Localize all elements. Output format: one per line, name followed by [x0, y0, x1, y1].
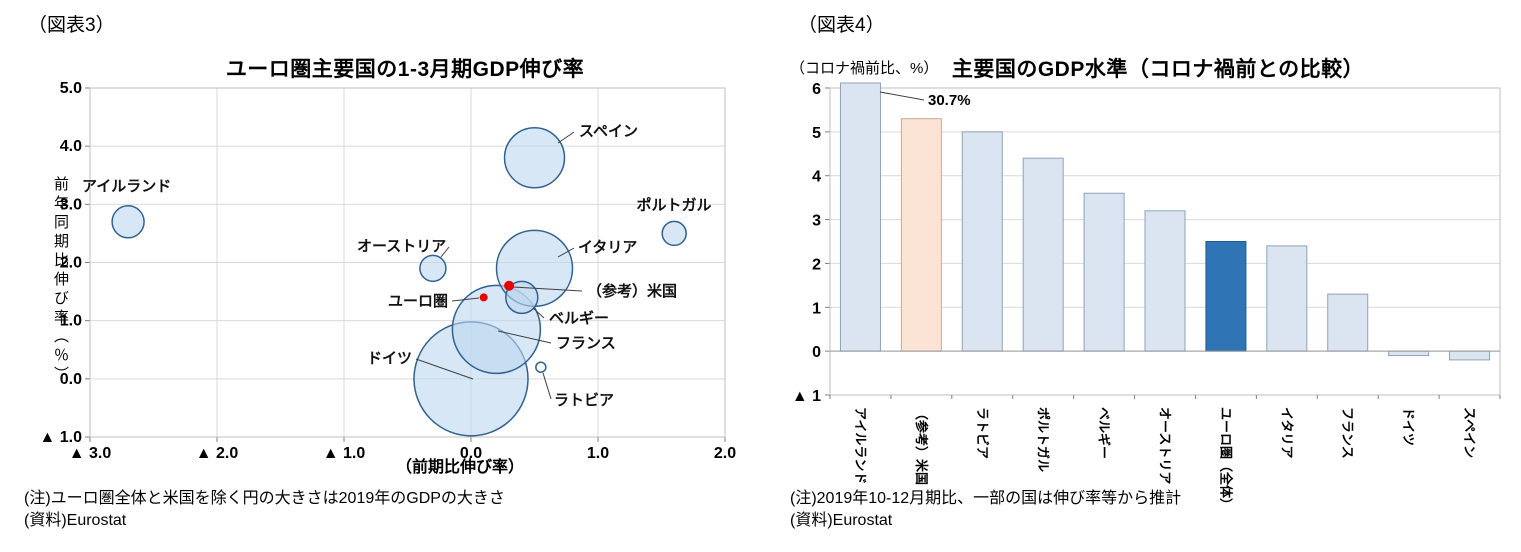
bar-category-label: オーストリア: [1158, 407, 1173, 484]
figure-4-note: (注)2019年10-12月期比、一部の国は伸び率等から推計: [790, 490, 1182, 507]
country-bubble: [505, 280, 539, 315]
y-tick-label: ▲ 1.0: [39, 429, 82, 446]
y-tick-label: 1.0: [60, 313, 82, 330]
point-label: ドイツ: [367, 350, 412, 367]
leader-line: [440, 246, 450, 258]
x-tick-label: 0.0: [460, 445, 482, 462]
figure-3-source: (資料)Eurostat: [24, 512, 127, 529]
figure-3-note: (注)ユーロ圏全体と米国を除く円の大きさは2019年のGDPの大きさ: [24, 490, 505, 507]
bar-category-label: ドイツ: [1401, 407, 1416, 446]
reference-dot: [479, 293, 488, 302]
y-tick-label: 2: [812, 256, 821, 273]
country-open-circle: [535, 361, 547, 373]
y-tick-label: 5.0: [60, 80, 82, 97]
bar-category-label: ベルギー: [1097, 407, 1112, 459]
leader-line: [532, 307, 545, 319]
leader-line: [557, 247, 575, 258]
y-tick-label: 4.0: [60, 138, 82, 155]
figure-4-source: (資料)Eurostat: [790, 512, 893, 529]
country-bubble: [503, 127, 566, 189]
reference-dot: [504, 280, 515, 291]
x-tick-label: ▲ 1.0: [323, 445, 366, 462]
y-tick-label: 3: [812, 213, 821, 230]
bar: [961, 131, 1003, 352]
bar: [1083, 192, 1125, 352]
y-tick-label: ▲ 1: [792, 388, 821, 405]
bar: [1388, 350, 1430, 357]
bar: [1449, 350, 1491, 361]
y-tick-label: 6: [812, 81, 821, 98]
bar-category-label: ユーロ圏（全体）: [1218, 407, 1233, 511]
point-label: スペイン: [579, 123, 638, 140]
y-tick-label: 4: [812, 169, 821, 186]
bar: [1144, 210, 1186, 352]
point-label: フランス: [556, 335, 616, 352]
point-label: ユーロ圏: [388, 293, 448, 310]
euro-gdp-bubble-chart: ▲ 3.0 ▲ 2.0 ▲ 1.0 0.0 1.0 2.0 5.0 4.0 3.0 2.0 1.0 0…: [39, 80, 736, 476]
gdp-level-bar-chart: 6 5 4 3 2 1 0 ▲ 1 アイルランド （参考）米国 ラトビア ポルトガル ベルギー オーストリ…: [792, 81, 1501, 511]
plot-border: [829, 87, 1501, 396]
bar: [1022, 157, 1064, 352]
bar: [900, 118, 942, 352]
bar-category-label: （参考）米国: [914, 407, 929, 485]
point-label: イタリア: [578, 239, 637, 256]
y-tick-label: 0.0: [60, 371, 82, 388]
x-axis-title: （前期比伸び率）: [396, 457, 524, 476]
x-tick-label: ▲ 3.0: [69, 445, 112, 462]
figure-4-title: 主要国のGDP水準（コロナ禍前との比較）: [951, 58, 1365, 81]
bar-category-label: ポルトガル: [1036, 407, 1051, 472]
figure-4: （図表4） （コロナ禍前比、%） 主要国のGDP水準（コロナ禍前との比較） 6 5…: [788, 8, 1521, 544]
country-bubble: [419, 254, 447, 283]
leader-line: [512, 286, 583, 292]
bar-category-label: スペイン: [1462, 407, 1477, 458]
point-label: ベルギー: [549, 309, 609, 327]
bar: [1266, 245, 1308, 352]
bar-category-label: アイルランド: [853, 407, 868, 484]
bar-category-label: イタリア: [1279, 407, 1294, 458]
leader-line: [415, 358, 474, 380]
fig4-y-axis-unit-label: （コロナ禍前比、%）: [790, 60, 939, 77]
point-label: ポルトガル: [636, 196, 711, 214]
leader-line: [451, 297, 480, 302]
figure-4-tag: （図表4）: [798, 15, 885, 36]
figure-3-tag: （図表3）: [28, 15, 115, 36]
plot-border: [89, 87, 726, 438]
leader-line: [557, 131, 575, 144]
y-tick-label: 1: [812, 300, 821, 317]
x-tick-label: ▲ 2.0: [196, 445, 239, 462]
country-bubble: [661, 220, 687, 247]
bar: [839, 82, 881, 352]
point-label: アイルランド: [82, 178, 171, 195]
leader-line: [497, 330, 552, 344]
y-tick-label: 0: [812, 344, 821, 361]
x-tick-label: 1.0: [587, 445, 609, 462]
bar: [1205, 241, 1247, 352]
point-label: （参考）米国: [587, 282, 677, 300]
annotation-text: 30.7%: [928, 92, 971, 109]
y-tick-label: 5: [812, 125, 821, 142]
point-label: ラトビア: [554, 392, 614, 409]
fig3-y-axis-label: 前年同期比伸び率（％）: [52, 176, 69, 385]
country-bubble: [111, 205, 145, 239]
leader-line: [542, 372, 552, 400]
point-label: オーストリア: [357, 238, 446, 255]
figure-3: （図表3） ユーロ圏主要国の1-3月期GDP伸び率 前年同期比伸び率（％） ▲ …: [20, 8, 768, 544]
y-tick-label: 3.0: [60, 196, 82, 213]
y-tick-label: 2.0: [60, 255, 82, 272]
annotation-leader-line: [879, 91, 925, 101]
bar: [1327, 293, 1369, 352]
bar-category-label: ラトビア: [975, 407, 990, 459]
bar-category-label: フランス: [1340, 407, 1355, 459]
figure-3-title: ユーロ圏主要国の1-3月期GDP伸び率: [225, 58, 585, 81]
x-tick-label: 2.0: [714, 445, 736, 462]
